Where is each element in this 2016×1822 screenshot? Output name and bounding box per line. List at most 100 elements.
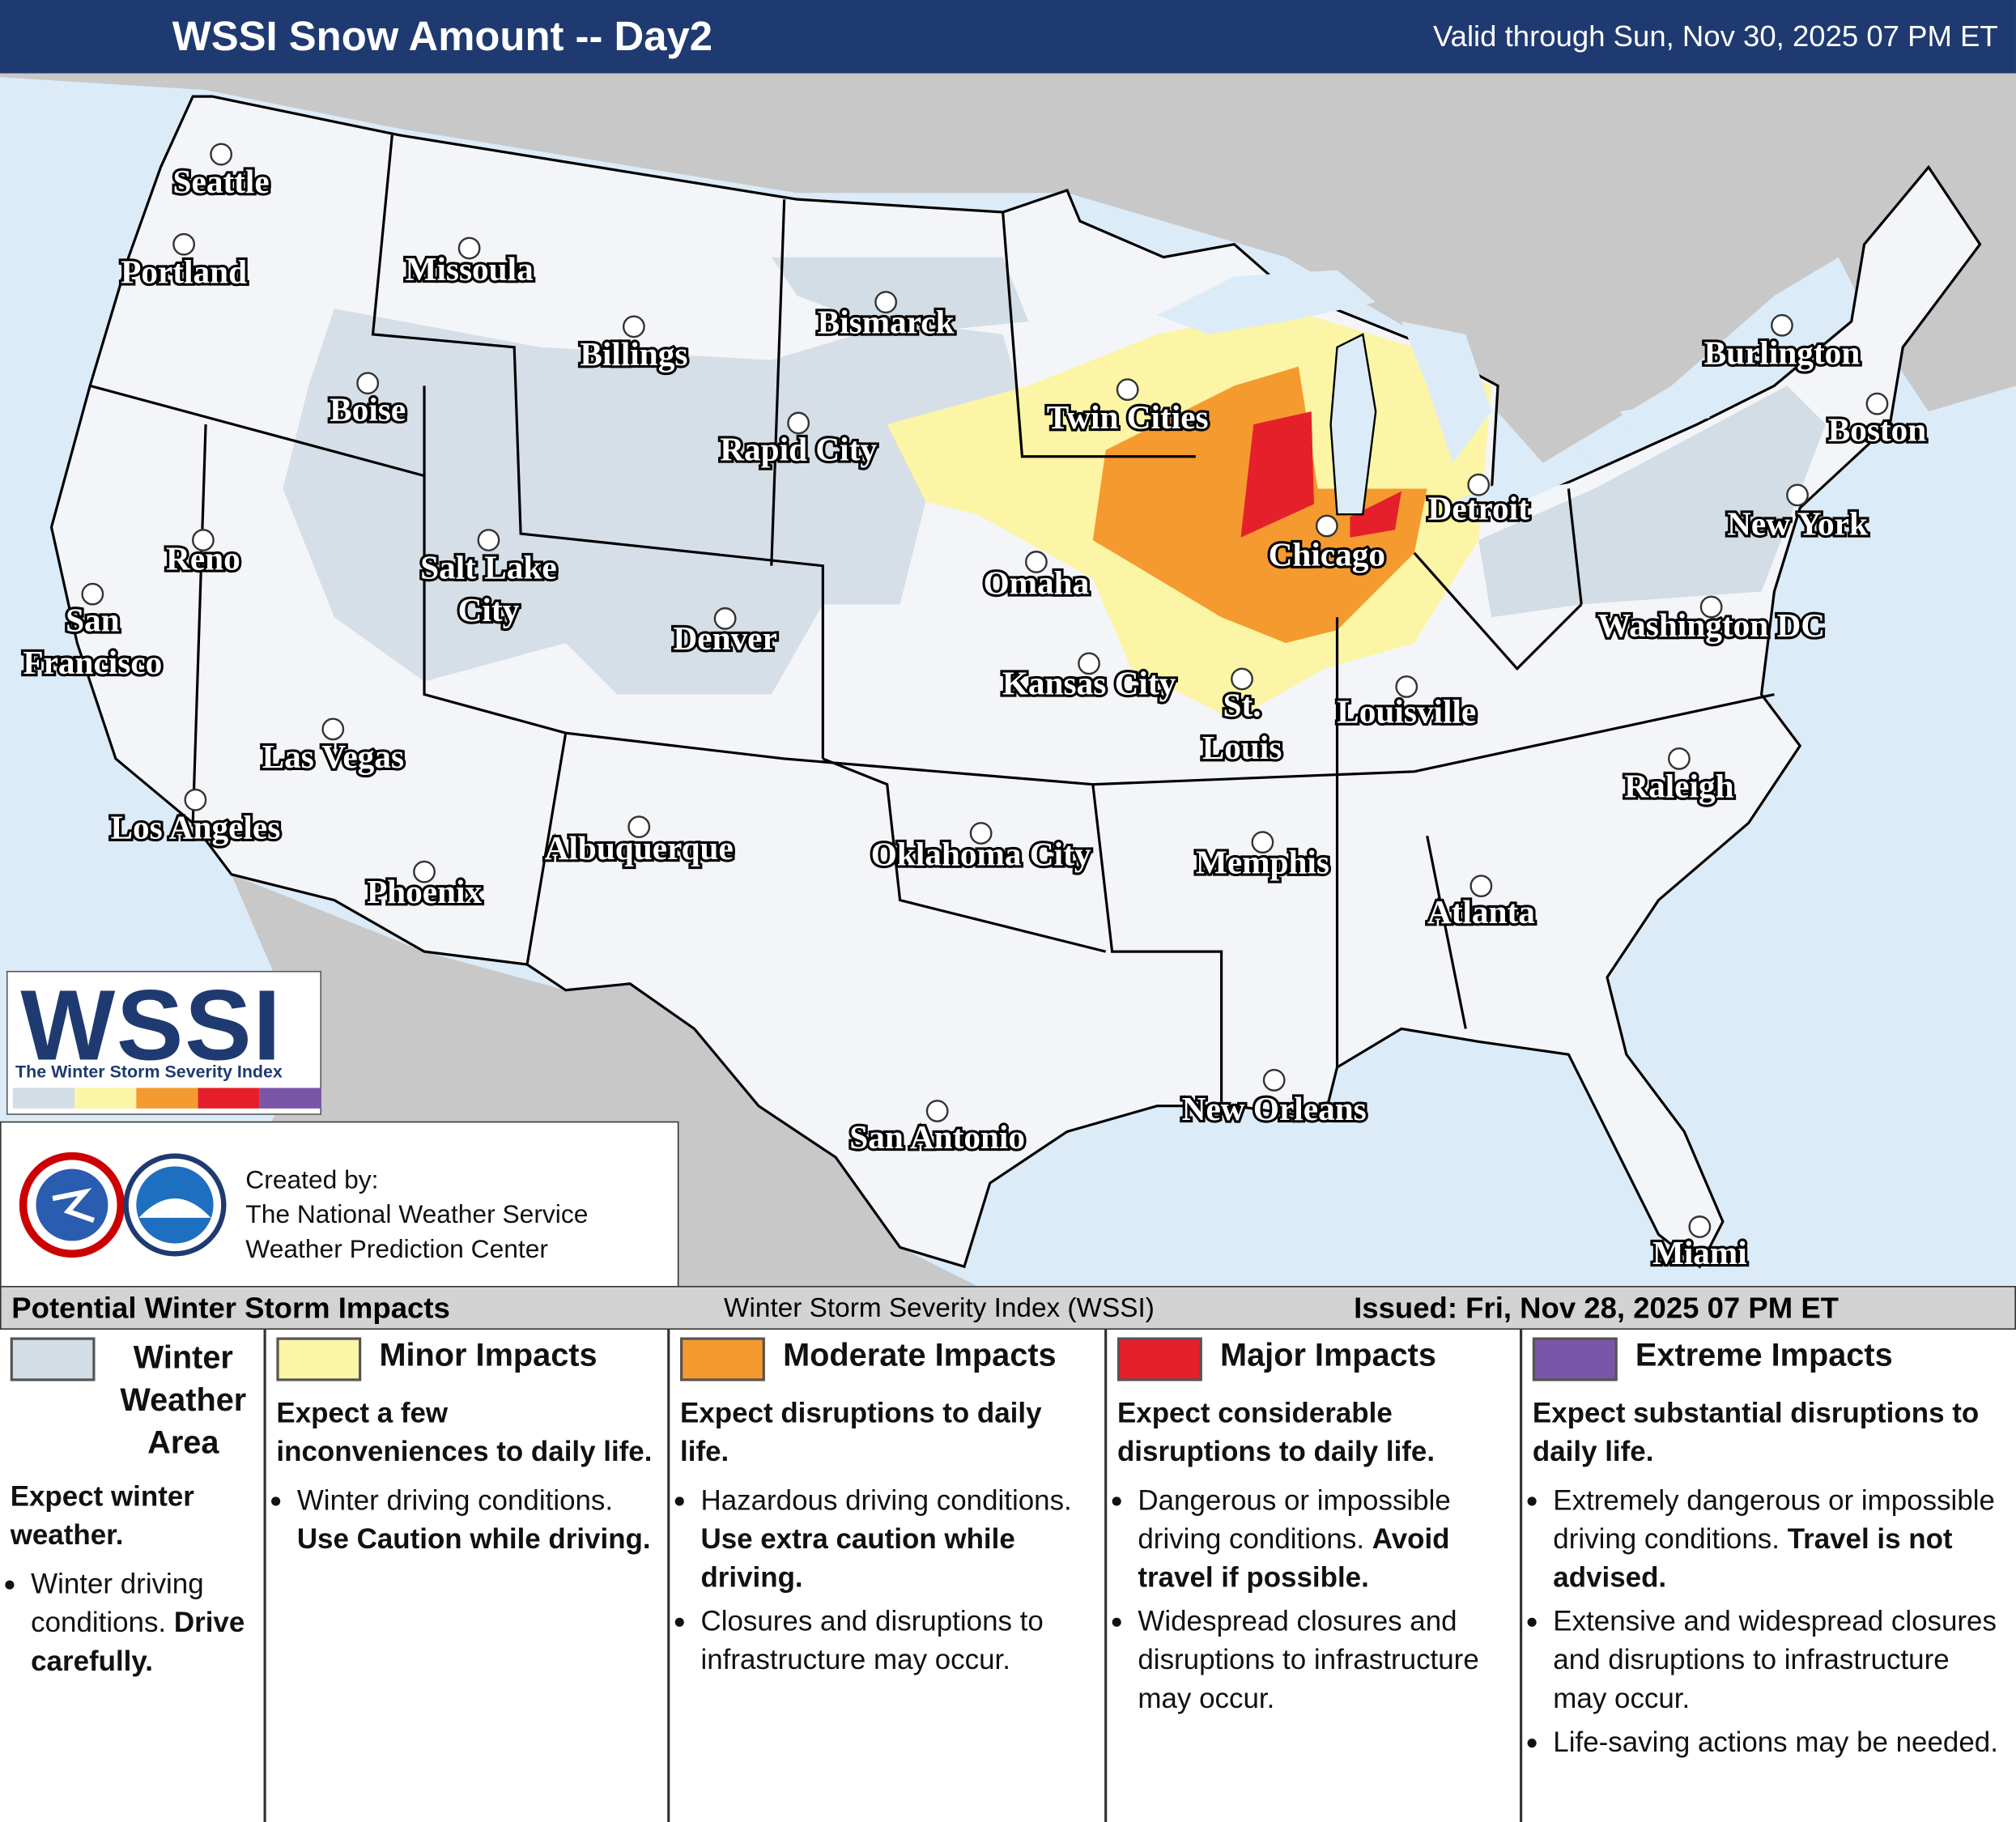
legend-bullet: Hazardous driving conditions. Use extra … (700, 1481, 1094, 1597)
city-label: Detroit (1428, 490, 1530, 527)
valid-time: Valid through Sun, Nov 30, 2025 07 PM ET (1432, 19, 1998, 53)
lake (1452, 449, 1595, 521)
legend-name: Minor Impacts (379, 1337, 598, 1373)
city-label: Memphis (1196, 843, 1329, 880)
lake (1157, 270, 1376, 334)
legend-heading: Winter Weather Area (10, 1337, 253, 1465)
city-label: Omaha (984, 564, 1090, 602)
city-dot (1116, 378, 1139, 402)
city-dot (457, 236, 481, 260)
legend-summary: Expect considerable disruptions to daily… (1116, 1396, 1435, 1467)
city-dot (1395, 675, 1418, 698)
city-dot (81, 582, 104, 606)
city-label: San Antonio (849, 1118, 1025, 1156)
cities: Seattle Portland Missoula Billings Bismarck B… (20, 143, 1929, 1274)
legend-bullets: Winter driving conditions. Drive careful… (11, 1565, 253, 1681)
legend-name: Major Impacts (1220, 1337, 1436, 1373)
city-label: Portland (121, 253, 247, 290)
legend-header: Potential Winter Storm Impacts Winter St… (0, 1286, 2016, 1330)
legend-summary: Expect a few inconveniences to daily lif… (276, 1396, 653, 1467)
city-dot (210, 143, 233, 166)
legend-heading: Extreme Impacts (1532, 1337, 2005, 1381)
city-label: Atlanta (1427, 893, 1535, 930)
city-label: Oklahoma City (871, 836, 1091, 873)
city-label: Burlington (1704, 334, 1861, 371)
credits: Created by: The National Weather Service W… (0, 1121, 679, 1289)
legend-bullet: Widespread closures and disruptions to i… (1138, 1603, 1509, 1718)
legend-swatch (276, 1337, 362, 1381)
city-dot (925, 1100, 949, 1122)
legend-column: Moderate Impacts Expect disruptions to da… (670, 1329, 1108, 1822)
city-label: Salt Lake (420, 549, 557, 586)
lake (1619, 398, 1711, 431)
bullet-text: Winter driving conditions. (296, 1484, 614, 1517)
city-label: Missoula (406, 250, 534, 287)
credit-line: Created by: (245, 1166, 379, 1195)
city-label: Miami (1652, 1234, 1747, 1271)
bullet-text: Dangerous or impossible driving conditio… (1138, 1484, 1451, 1555)
title: WSSI Snow Amount -- Day2 (172, 12, 713, 60)
bullet-emphasis: Travel is not advised. (1553, 1522, 1953, 1594)
city-dot (1668, 747, 1691, 770)
legend-name: Winter Weather Area (120, 1339, 247, 1461)
city-label: Las Vegas (262, 738, 404, 775)
logo-title: WSSI (20, 968, 283, 1082)
legend-bullet: Extremely dangerous or impossible drivin… (1553, 1481, 2005, 1597)
bullet-text: Hazardous driving conditions. (700, 1484, 1072, 1517)
legend-swatch (1532, 1337, 1618, 1381)
city-label: Boise (330, 390, 406, 428)
bullet-text: Closures and disruptions to infrastructu… (700, 1604, 1044, 1676)
legend-bullets: Dangerous or impossible driving conditio… (1117, 1481, 1509, 1718)
major-area (1240, 411, 1314, 538)
agency-logos (19, 1152, 227, 1258)
city-label: St. (1223, 687, 1261, 724)
city-label: Twin Cities (1047, 398, 1209, 436)
city-dot (969, 822, 993, 845)
city-label: Albuquerque (545, 829, 734, 866)
legend-bullet: Life-saving actions may be needed. (1553, 1723, 2005, 1762)
city-dot (1231, 667, 1253, 691)
legend-bullets: Hazardous driving conditions. Use extra … (680, 1481, 1094, 1679)
city-dot (1699, 595, 1723, 619)
city-label: San (66, 602, 120, 639)
credit-text: Created by: The National Weather Service W… (245, 1164, 588, 1268)
legend-column: Extreme Impacts Expect substantial disrup… (1522, 1330, 2016, 1822)
city-label: Denver (673, 619, 776, 657)
city-dot (1251, 831, 1274, 854)
city-label: Boston (1828, 411, 1927, 449)
city-label: Francisco (23, 644, 162, 681)
bullet-text: Life-saving actions may be needed. (1553, 1726, 1998, 1758)
issued-time: Issued: Fri, Nov 28, 2025 07 PM ET (1354, 1291, 1839, 1325)
legend-swatch (680, 1337, 765, 1381)
legend-heading: Moderate Impacts (680, 1337, 1094, 1381)
city-label: City (458, 591, 520, 628)
city-label: Louis (1202, 729, 1282, 766)
city-dot (874, 291, 898, 314)
state-borders (89, 134, 1775, 1106)
winter-area (1478, 385, 1826, 618)
city-label: Washington DC (1597, 607, 1825, 644)
index-name: Winter Storm Severity Index (WSSI) (724, 1293, 1155, 1324)
legend-bullets: Winter driving conditions. Use Caution w… (276, 1481, 657, 1558)
city-label: Phoenix (367, 873, 483, 910)
legend-swatch (1116, 1337, 1202, 1381)
legend-bullet: Dangerous or impossible driving conditio… (1138, 1481, 1509, 1597)
legend-bullet: Extensive and widespread closures and di… (1553, 1603, 2005, 1718)
city-dot (1469, 875, 1493, 898)
city-label: Reno (166, 539, 240, 577)
city-dot (321, 717, 345, 741)
credit-line: Weather Prediction Center (245, 1236, 548, 1265)
bullet-emphasis: Drive carefully. (31, 1606, 245, 1677)
major-area (1350, 491, 1401, 538)
city-dot (477, 529, 500, 551)
legend-heading: Major Impacts (1116, 1337, 1509, 1381)
city-dot (192, 529, 215, 551)
city-dot (1786, 483, 1809, 507)
legend-name: Extreme Impacts (1635, 1337, 1893, 1373)
lake (1329, 333, 1377, 516)
wssi-logo: WSSI The Winter Storm Severity Index (6, 968, 321, 1115)
city-label: Kansas City (1002, 665, 1176, 702)
lake (1401, 321, 1492, 463)
city-label: Seattle (173, 163, 270, 200)
